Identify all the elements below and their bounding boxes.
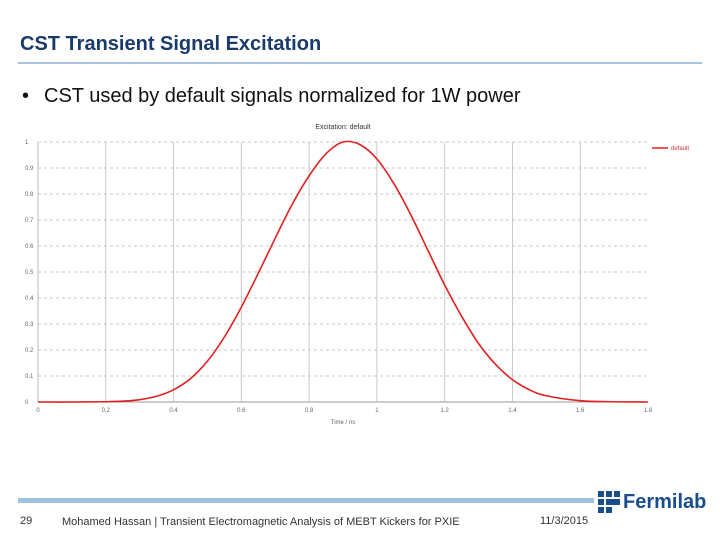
legend-label: default (671, 146, 689, 152)
chart-ticks: 0 0.2 0.4 0.6 0.8 1 1.2 1.4 1.6 1.8 0 0.1 0.2 0.3 0.4 0… (25, 140, 653, 414)
excitation-chart: Excitation: default 0 0.2 0.4 0.6 0.8 1 1.2 1.4… (25, 124, 689, 426)
bullet-text: CST used by default signals normalized f… (44, 85, 521, 107)
y-tick-label: 1 (25, 140, 29, 146)
x-tick-label: 1.6 (576, 408, 585, 414)
footer-date: 11/3/2015 (540, 515, 589, 527)
y-tick-label: 0.9 (25, 166, 34, 172)
fermilab-logo: Fermilab (598, 489, 706, 515)
x-axis-label: Time / ns (331, 420, 355, 426)
x-tick-label: 1.4 (508, 408, 517, 414)
slide-title: CST Transient Signal Excitation (20, 33, 322, 55)
x-tick-label: 0 (36, 408, 40, 414)
x-tick-label: 1 (375, 408, 379, 414)
title-divider (18, 62, 702, 64)
logo-text: Fermilab (623, 490, 707, 513)
chart-grid (38, 141, 648, 402)
y-tick-label: 0.7 (25, 218, 34, 224)
x-tick-label: 1.2 (440, 408, 449, 414)
x-tick-label: 0.2 (102, 408, 111, 414)
y-tick-label: 0.3 (25, 322, 34, 328)
y-tick-label: 0.1 (25, 374, 34, 380)
y-tick-label: 0.8 (25, 192, 34, 198)
chart-title: Excitation: default (315, 124, 370, 131)
y-tick-label: 0.6 (25, 244, 34, 250)
x-tick-label: 0.8 (305, 408, 314, 414)
bullet-marker: • (22, 85, 30, 107)
chart-axes (37, 142, 648, 403)
bullet-item: • CST used by default signals normalized … (22, 85, 521, 108)
x-tick-label: 0.4 (169, 408, 178, 414)
y-tick-label: 0 (25, 400, 29, 406)
footer-caption: Mohamed Hassan | Transient Electromagnet… (62, 516, 460, 528)
y-tick-label: 0.2 (25, 348, 34, 354)
footer-divider (18, 498, 594, 503)
x-tick-label: 1.8 (644, 408, 653, 414)
x-tick-label: 0.6 (237, 408, 246, 414)
chart-series (37, 140, 649, 403)
fermilab-logo-icon (598, 491, 620, 513)
chart-legend: default (652, 146, 689, 152)
y-tick-label: 0.4 (25, 296, 34, 302)
y-tick-label: 0.5 (25, 270, 34, 276)
series-line-default (37, 140, 649, 403)
slide-number: 29 (20, 515, 33, 527)
